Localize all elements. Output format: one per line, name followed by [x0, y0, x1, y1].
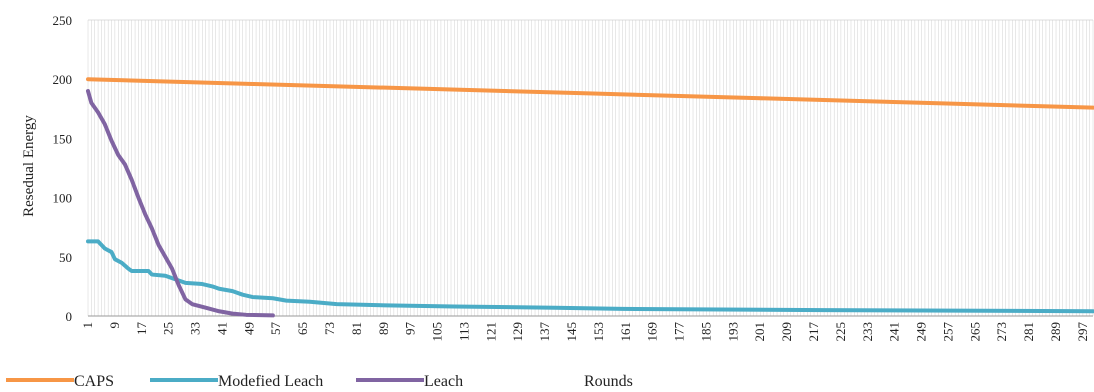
x-tick-label: 241: [887, 322, 902, 342]
x-tick-label: 257: [940, 322, 955, 342]
y-tick-label: 50: [59, 250, 72, 265]
x-tick-label: 89: [376, 322, 391, 335]
x-tick-label: 265: [967, 322, 982, 342]
x-tick-label: 1: [80, 322, 95, 329]
legend-label: Leach: [424, 373, 463, 390]
x-tick-label: 201: [752, 322, 767, 342]
legend: CAPS Modefied Leach Leach: [6, 373, 463, 390]
x-tick-label: 209: [779, 322, 794, 342]
legend-label: Modefied Leach: [218, 373, 323, 390]
x-tick-label: 97: [403, 322, 418, 336]
series-lines: [86, 77, 1094, 318]
x-tick-label: 217: [806, 322, 821, 342]
x-tick-label: 297: [1075, 322, 1090, 342]
x-tick-label: 33: [188, 322, 203, 335]
series-line-modefied-leach: [86, 239, 1094, 314]
x-tick-label: 249: [914, 322, 929, 342]
x-tick-label: 121: [483, 322, 498, 342]
y-tick-label: 0: [66, 309, 73, 324]
y-tick-label: 250: [53, 13, 73, 28]
legend-label: CAPS: [74, 373, 114, 390]
x-tick-label: 161: [618, 322, 633, 342]
x-tick-label: 289: [1048, 322, 1063, 342]
x-tick-label: 129: [510, 322, 525, 342]
x-tick-label: 177: [672, 322, 687, 342]
x-tick-label: 49: [241, 322, 256, 335]
y-tick-label: 200: [53, 72, 73, 87]
x-tick-label: 81: [349, 322, 364, 335]
x-tick-label: 105: [430, 322, 445, 342]
gridlines: [87, 19, 1094, 316]
x-tick-label: 233: [860, 322, 875, 342]
x-tick-label: 193: [725, 322, 740, 342]
axes: 0 50 100 150 200 250 1 9 17 25 33 41 49 57 65 73 81 89 97 1…: [53, 13, 1093, 342]
y-tick-label: 150: [53, 131, 73, 146]
x-tick-label: 73: [322, 322, 337, 335]
y-axis-label: Resedual Energy: [21, 115, 37, 217]
x-tick-label: 185: [698, 322, 713, 342]
x-tick-label: 145: [564, 322, 579, 342]
x-tick-label: 225: [833, 322, 848, 342]
x-axis-label: Rounds: [584, 373, 633, 390]
x-tick-label: 153: [591, 322, 606, 342]
x-tick-label: 9: [107, 322, 122, 329]
series-line-leach: [86, 89, 275, 318]
x-tick-label: 281: [1021, 322, 1036, 342]
x-tick-label: 137: [537, 322, 552, 342]
x-tick-label: 169: [645, 322, 660, 342]
x-tick-label: 57: [268, 322, 283, 336]
x-tick-label: 273: [994, 322, 1009, 342]
x-tick-label: 41: [214, 322, 229, 335]
x-tick-label: 65: [295, 322, 310, 335]
x-tick-label: 25: [161, 322, 176, 335]
y-tick-label: 100: [53, 191, 73, 206]
x-tick-label: 113: [456, 322, 471, 341]
series-line-caps: [86, 77, 1094, 110]
x-tick-label: 17: [134, 322, 149, 336]
